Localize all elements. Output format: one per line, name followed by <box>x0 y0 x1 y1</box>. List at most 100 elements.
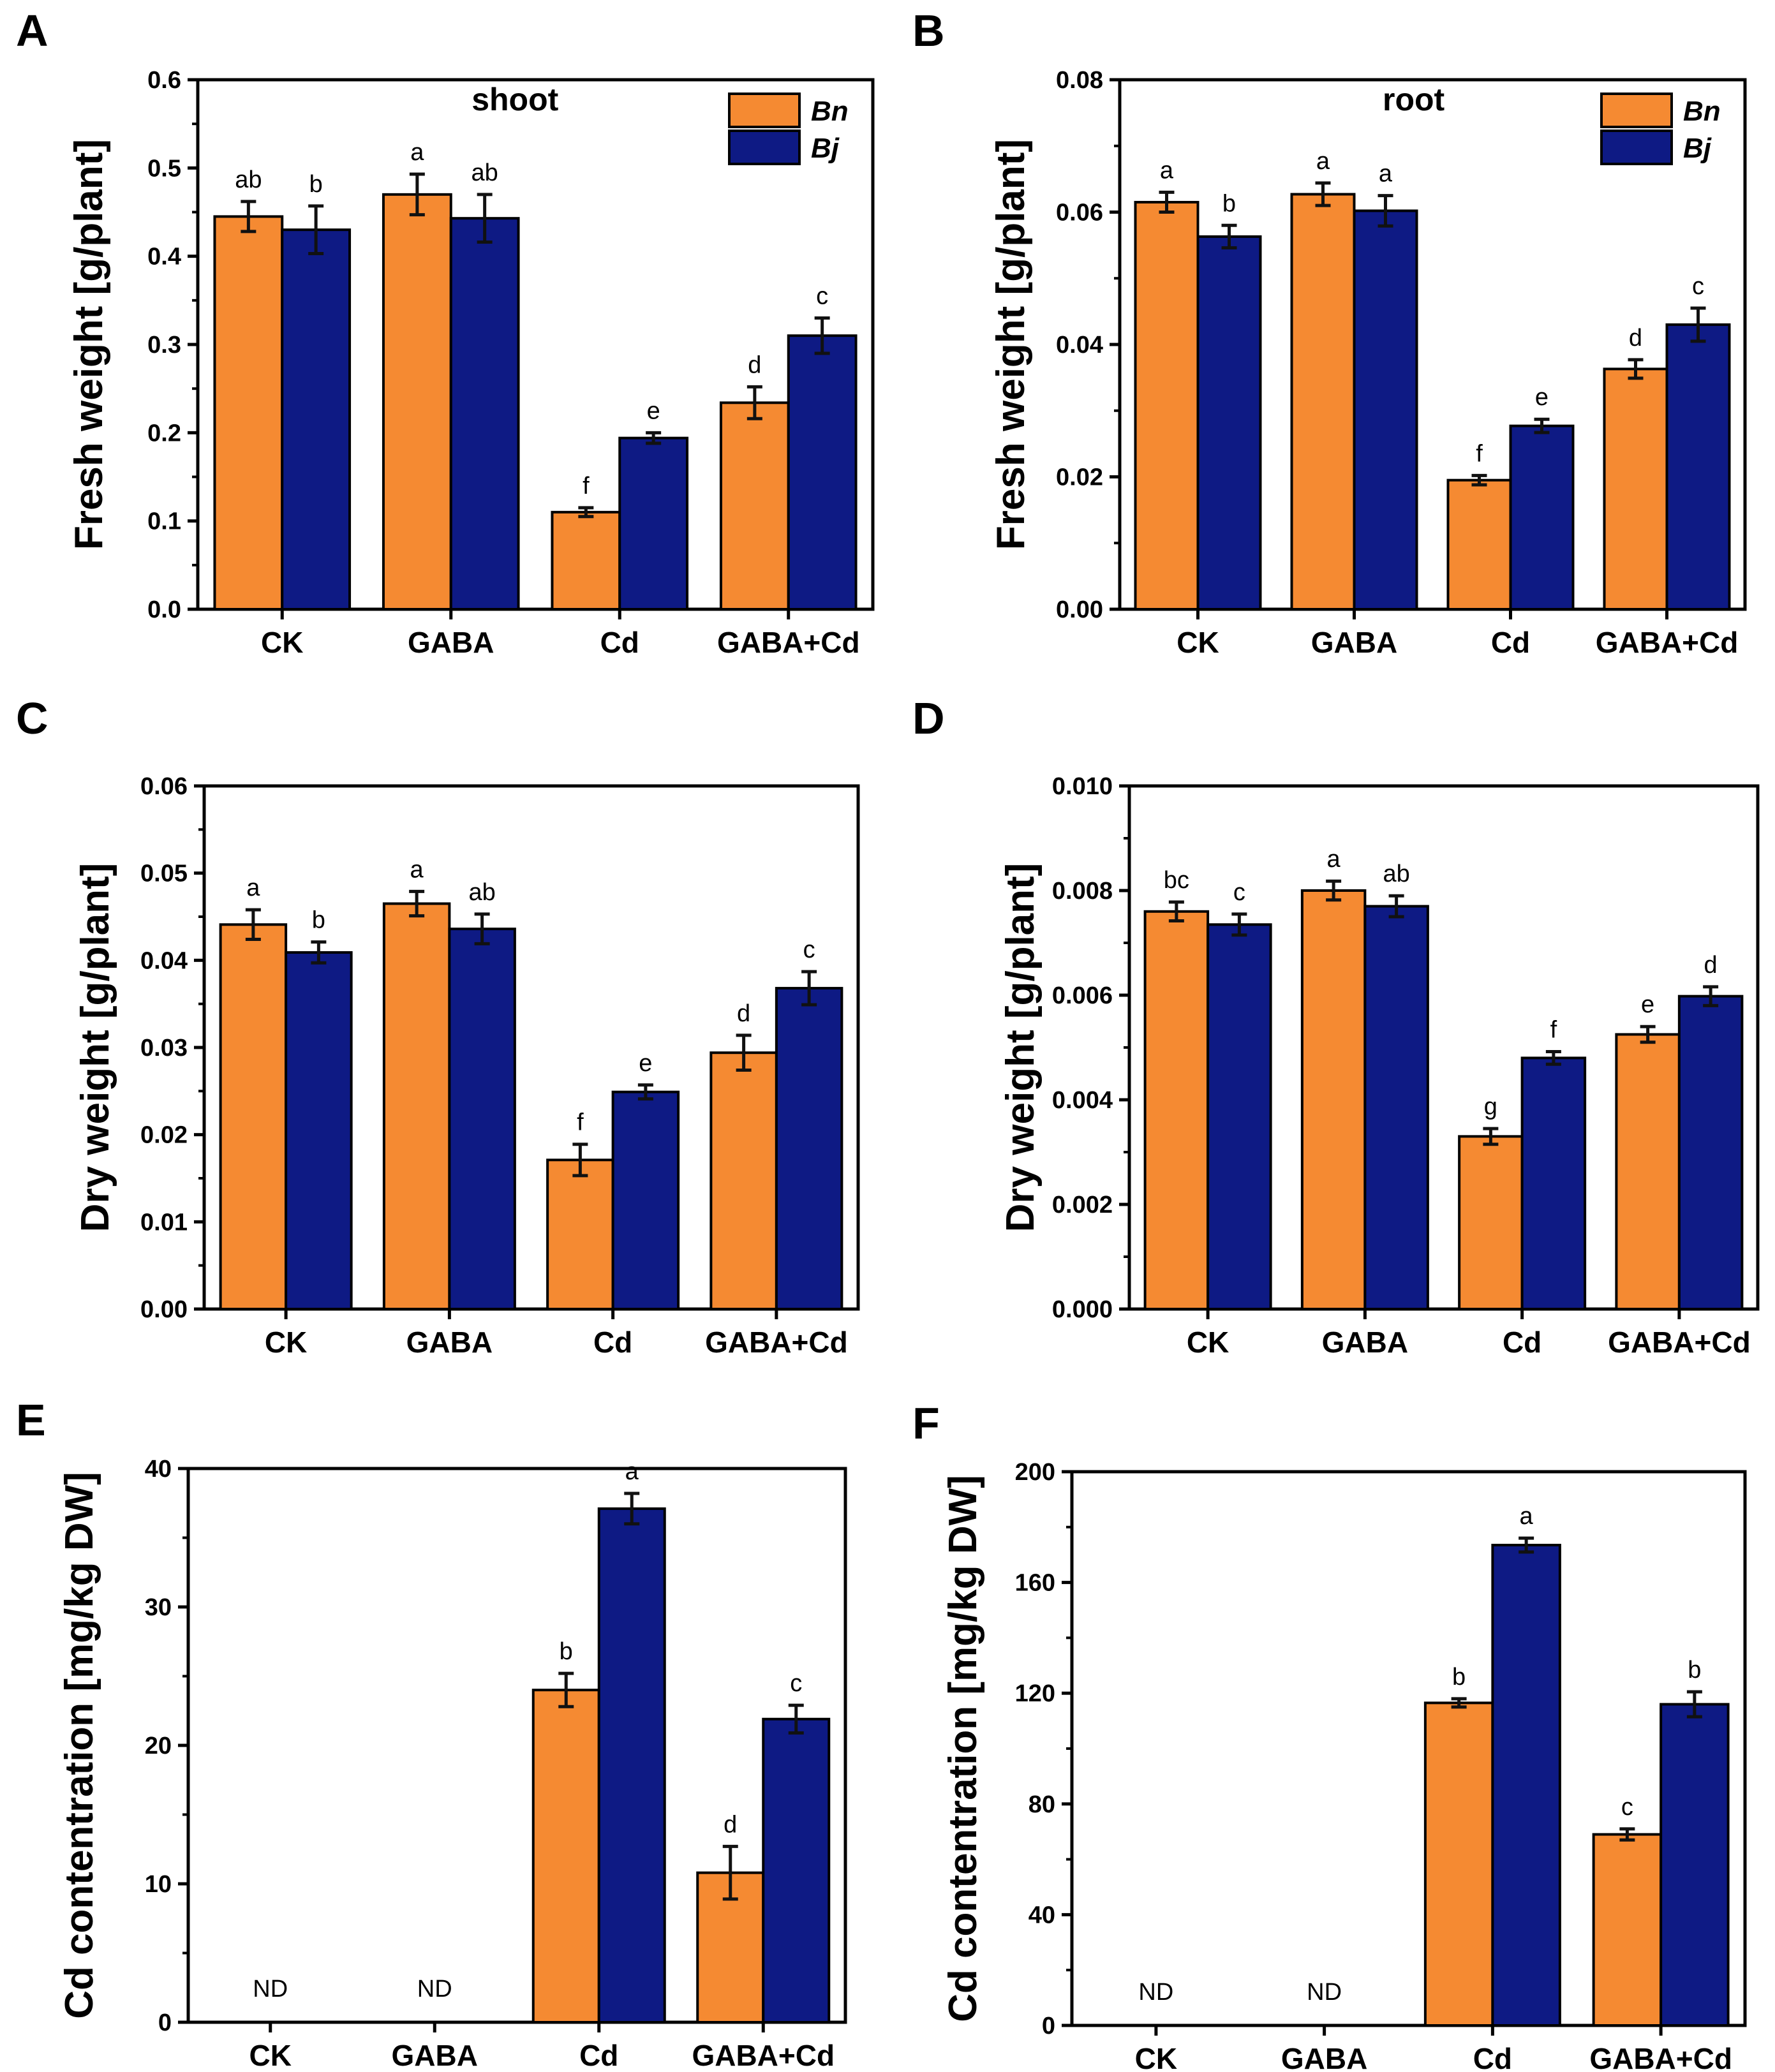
bar-bj-gaba-cd <box>1677 995 1744 1310</box>
y-tick-label: 30 <box>145 1594 172 1621</box>
y-axis-label: Cd contentration [mg/kg DW] <box>941 1475 985 2022</box>
significance-letter: e <box>639 1050 652 1077</box>
bar-bn-gaba-cd <box>1615 1033 1681 1310</box>
significance-letter: b <box>560 1638 573 1665</box>
x-tick-label: GABA <box>1322 1326 1408 1359</box>
chart-panel-c: C 0.00 0.01 0.02 0.03 0.04 0.05 0.06 Dry weight … <box>16 693 860 1359</box>
y-tick-label: 0.3 <box>147 332 181 359</box>
significance-letter: b <box>312 907 325 934</box>
bar-bj-gaba <box>1363 905 1429 1310</box>
significance-letter: a <box>1160 157 1174 184</box>
legend-swatch-bj <box>728 130 801 165</box>
x-tick-label: Cd <box>579 2039 618 2072</box>
significance-letter: c <box>1233 879 1245 906</box>
bar-bj-gaba-cd <box>787 334 858 611</box>
bar-bj-cd <box>1491 1544 1561 2027</box>
bar-bj-ck <box>1196 235 1262 610</box>
significance-letter: ab <box>468 879 495 906</box>
y-tick-label: 120 <box>1015 1680 1055 1707</box>
y-tick-label: 0.06 <box>1056 200 1103 226</box>
significance-letter: b <box>1222 190 1236 217</box>
bar-bj-gaba <box>449 217 520 610</box>
y-tick-label: 40 <box>145 1456 172 1483</box>
significance-letter: a <box>1520 1503 1534 1530</box>
y-tick-label: 10 <box>145 1871 172 1898</box>
y-tick-label: 0.002 <box>1052 1192 1113 1218</box>
panel-label-b: B <box>912 6 945 56</box>
y-tick-label: 40 <box>1029 1902 1055 1928</box>
x-tick-label: GABA <box>392 2039 478 2072</box>
panel-label-a: A <box>16 6 48 56</box>
y-tick-label: 20 <box>145 1733 172 1759</box>
significance-letter: d <box>1704 952 1718 979</box>
y-tick-label: 0.2 <box>147 420 181 447</box>
x-tick-label: CK <box>249 2039 292 2072</box>
y-tick-label: 0 <box>158 2009 172 2036</box>
y-tick-label: 0.02 <box>1056 464 1103 491</box>
x-tick-label: GABA+Cd <box>1596 626 1739 659</box>
significance-letter: b <box>1688 1657 1701 1684</box>
bar-bn-gaba-cd <box>1592 1833 1663 2027</box>
x-tick-label: CK <box>1187 1326 1229 1359</box>
significance-letter: d <box>737 1000 750 1027</box>
x-tick-label: Cd <box>600 626 639 659</box>
x-tick-label: CK <box>261 626 303 659</box>
bar-bn-gaba <box>382 902 451 1310</box>
y-tick-label: 0.08 <box>1056 67 1103 94</box>
legend-swatch-bj <box>1600 130 1673 165</box>
x-tick-label: Cd <box>1503 1326 1541 1359</box>
significance-letter: f <box>1476 440 1483 467</box>
y-tick-label: 0.0 <box>147 596 181 623</box>
significance-letter: g <box>1484 1093 1497 1120</box>
y-tick-label: 0.04 <box>140 947 188 974</box>
significance-letter: a <box>1379 161 1393 188</box>
significance-letter: a <box>1327 846 1341 873</box>
significance-letter: a <box>410 139 424 166</box>
significance-letter: d <box>748 352 761 378</box>
bar-bn-ck <box>1143 910 1210 1311</box>
chart-panel-b: B 0.00 0.02 0.04 0.06 0.08 Fresh weight [g/pla… <box>912 6 1747 659</box>
y-tick-label: 80 <box>1029 1791 1055 1818</box>
significance-letter: ab <box>1383 861 1409 887</box>
significance-letter: c <box>1621 1794 1633 1821</box>
bar-bn-gaba-cd <box>709 1051 778 1310</box>
y-tick-label: 0.03 <box>140 1035 188 1062</box>
bar-bn-gaba-cd <box>719 401 790 610</box>
nd-label: ND <box>1138 1979 1173 2006</box>
x-tick-label: GABA+Cd <box>1608 1326 1751 1359</box>
significance-letter: ab <box>235 166 262 193</box>
bar-bn-cd <box>546 1158 614 1311</box>
panel-label-f: F <box>912 1398 940 1448</box>
bar-bn-ck <box>219 923 288 1311</box>
y-tick-label: 0.5 <box>147 155 181 182</box>
y-tick-label: 0.008 <box>1052 878 1113 905</box>
x-tick-label: CK <box>265 1326 307 1359</box>
bar-bj-ck <box>1207 923 1272 1311</box>
x-tick-label: CK <box>1135 2042 1177 2072</box>
x-tick-label: GABA <box>406 1326 493 1359</box>
significance-letter: f <box>583 473 590 500</box>
nd-label: ND <box>417 1976 452 2002</box>
bar-bn-ck <box>213 215 284 610</box>
legend-label-bj: Bj <box>1683 133 1712 164</box>
bar-bn-cd <box>1446 478 1512 610</box>
significance-letter: a <box>1316 148 1330 175</box>
bar-bj-cd <box>597 1507 666 2024</box>
significance-letter: b <box>1452 1664 1466 1691</box>
bar-bj-cd <box>611 1090 680 1310</box>
bar-bn-cd <box>1458 1135 1524 1311</box>
significance-letter: d <box>724 1811 737 1838</box>
y-tick-label: 0.1 <box>147 508 181 535</box>
chart-panel-a: A 0.0 0.1 0.2 0.3 0.4 0.5 0.6 Fresh weight [g/pl… <box>16 6 875 659</box>
y-tick-label: 0.6 <box>147 67 181 94</box>
y-tick-label: 0.004 <box>1052 1087 1113 1114</box>
x-tick-label: GABA+Cd <box>717 626 860 659</box>
significance-letter: c <box>790 1670 802 1697</box>
y-tick-label: 0.06 <box>140 773 188 800</box>
significance-letter: a <box>625 1458 639 1485</box>
bar-bn-gaba-cd <box>1603 367 1668 610</box>
significance-letter: f <box>577 1109 584 1136</box>
y-tick-label: 0.4 <box>147 244 181 270</box>
y-axis-label: Dry weight [g/plant] <box>999 863 1043 1232</box>
x-tick-label: Cd <box>1473 2042 1512 2072</box>
